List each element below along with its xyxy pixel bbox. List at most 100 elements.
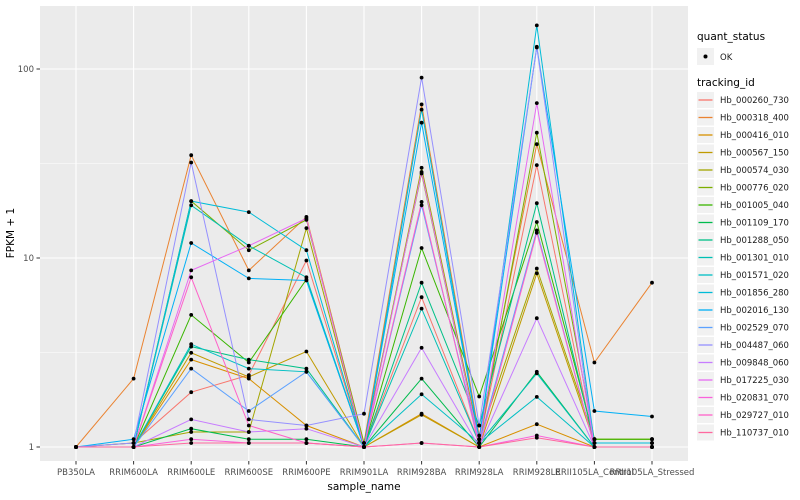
- data-point: [246, 430, 251, 434]
- legend-item-label: Hb_001109_170: [720, 219, 789, 229]
- legend-item-label: Hb_110737_010: [720, 429, 789, 439]
- data-point: [189, 417, 194, 422]
- data-point: [131, 376, 136, 381]
- data-point: [477, 441, 482, 445]
- data-point: [131, 441, 136, 445]
- data-point: [74, 445, 78, 449]
- data-point: [189, 160, 194, 165]
- legend-item-label: Hb_001571_020: [720, 271, 789, 281]
- data-point: [246, 375, 251, 379]
- series-points: [74, 23, 654, 449]
- legend-item-Hb_000574_030: Hb_000574_030: [697, 162, 789, 178]
- data-point: [650, 437, 654, 442]
- legend-item-Hb_020831_070: Hb_020831_070: [697, 389, 789, 406]
- legend-item-label: Hb_000567_150: [720, 149, 789, 159]
- x-tick-label: RRII105LA_Stressed: [610, 468, 695, 478]
- legend-item-Hb_017225_030: Hb_017225_030: [697, 372, 789, 388]
- data-point: [362, 441, 366, 445]
- data-point: [419, 170, 424, 174]
- data-point: [304, 423, 309, 428]
- legend-quant-status-title: quant_status: [697, 31, 765, 43]
- legend-item-Hb_000567_150: Hb_000567_150: [697, 144, 789, 161]
- data-point: [189, 275, 194, 280]
- data-point: [534, 45, 539, 50]
- data-point: [419, 392, 424, 397]
- data-point: [477, 445, 482, 449]
- x-tick-label: RRIM600PE: [282, 468, 330, 478]
- legend-item-Hb_002529_070: Hb_002529_070: [697, 319, 789, 336]
- data-point: [246, 441, 251, 445]
- legend-item-label: Hb_000574_030: [720, 166, 789, 176]
- data-point: [304, 369, 309, 374]
- data-point: [189, 241, 194, 245]
- data-point: [362, 411, 366, 416]
- legend-item-label: Hb_004487_060: [720, 341, 789, 351]
- legend-item-Hb_000416_010: Hb_000416_010: [697, 127, 789, 143]
- legend-item-label: Hb_000416_010: [720, 131, 789, 141]
- legend-item-Hb_004487_060: Hb_004487_060: [697, 337, 789, 353]
- legend-item-label: Hb_001005_040: [720, 201, 789, 211]
- legend-item-Hb_000260_730: Hb_000260_730: [697, 92, 789, 108]
- axis-ticks-and-labels: 1 10 100 PB350LA RRIM600LA RRIM600LE RRIM600SE…: [18, 65, 695, 478]
- data-point: [592, 445, 597, 449]
- data-point: [534, 163, 539, 168]
- legend-item-label: Hb_001288_050: [720, 236, 789, 246]
- data-point: [419, 246, 424, 250]
- legend-item-Hb_001288_050: Hb_001288_050: [697, 232, 789, 248]
- data-point: [304, 258, 309, 263]
- data-point: [189, 390, 194, 395]
- legend-item-label: Hb_017225_030: [720, 376, 789, 386]
- x-tick-label: RRIM901LA: [340, 468, 389, 478]
- data-point: [534, 371, 539, 376]
- y-tick-label: 10: [23, 254, 34, 264]
- x-tick-label: PB350LA: [57, 468, 95, 478]
- x-tick-label: RRIM928LE: [513, 468, 561, 478]
- data-point: [189, 366, 194, 371]
- legend-item-Hb_002016_130: Hb_002016_130: [697, 302, 789, 318]
- data-point: [477, 394, 482, 399]
- legend-item-label: Hb_001856_280: [720, 289, 789, 299]
- data-point: [419, 306, 424, 311]
- data-point: [189, 268, 194, 273]
- x-tick-label: RRIM928LA: [455, 468, 504, 478]
- x-axis-title: sample_name: [327, 481, 400, 493]
- legend-item-Hb_000318_400: Hb_000318_400: [697, 109, 789, 126]
- data-point: [246, 417, 251, 422]
- legend-item-label: Hb_001301_010: [720, 254, 789, 264]
- data-point: [419, 441, 424, 445]
- data-point: [592, 409, 597, 413]
- legend-ok-label: OK: [720, 53, 733, 63]
- legend: quant_status OK tracking_id Hb_000260_73…: [697, 31, 789, 441]
- data-point: [534, 422, 539, 427]
- data-point: [477, 423, 482, 428]
- data-point: [131, 445, 136, 449]
- data-point: [534, 271, 539, 276]
- data-point: [650, 414, 654, 419]
- legend-ok-point: [703, 54, 708, 59]
- data-point: [189, 153, 194, 158]
- data-point: [592, 360, 597, 365]
- data-point: [419, 200, 424, 204]
- x-tick-label: RRIM928BA: [397, 468, 447, 478]
- data-point: [189, 357, 194, 362]
- data-point: [189, 342, 194, 347]
- data-point: [534, 101, 539, 105]
- data-point: [131, 437, 136, 442]
- data-point: [419, 165, 424, 170]
- data-point: [419, 412, 424, 417]
- legend-item-label: Hb_029727_010: [720, 411, 789, 421]
- data-point: [419, 120, 424, 125]
- data-point: [534, 230, 539, 235]
- data-point: [246, 276, 251, 281]
- legend-item-Hb_110737_010: Hb_110737_010: [697, 424, 789, 441]
- legend-tracking-id-title: tracking_id: [697, 77, 755, 89]
- data-point: [246, 437, 251, 442]
- data-point: [534, 142, 539, 147]
- data-point: [189, 437, 194, 442]
- data-point: [650, 280, 654, 285]
- data-point: [304, 366, 309, 371]
- y-axis-title: FPKM + 1: [5, 208, 17, 258]
- legend-item-Hb_009848_060: Hb_009848_060: [697, 354, 789, 371]
- data-point: [419, 203, 424, 208]
